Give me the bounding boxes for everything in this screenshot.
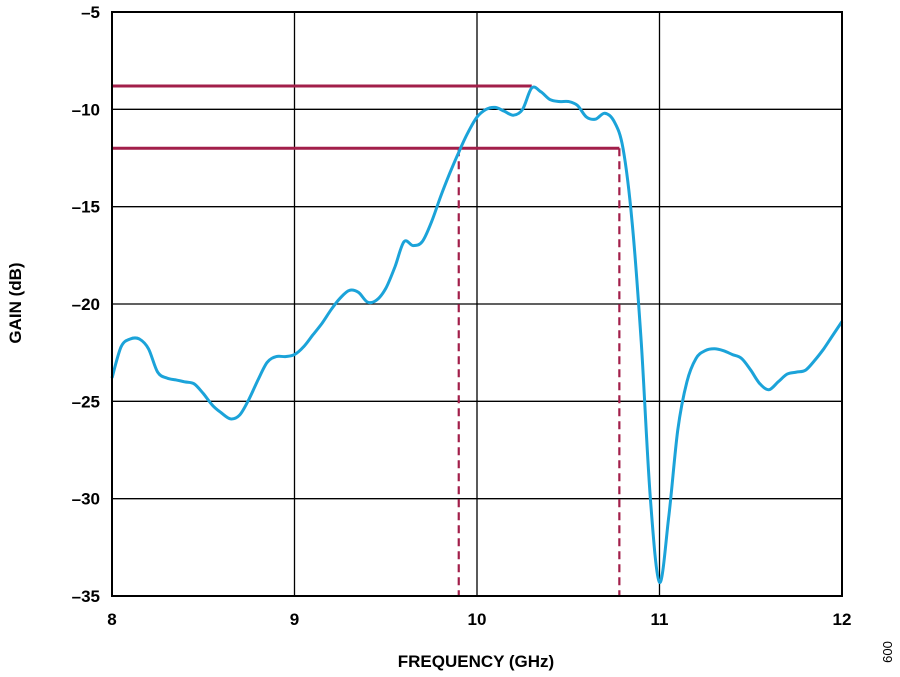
y-tick-label: –20	[72, 295, 100, 314]
y-axis-label: GAIN (dB)	[6, 262, 25, 343]
y-tick-labels: –5 –10 –15 –20 –25 –30 –35	[72, 3, 100, 606]
x-tick-label: 12	[833, 610, 852, 629]
figure-id: 009	[880, 641, 895, 663]
x-tick-labels: 8 9 10 11 12	[107, 610, 851, 629]
y-tick-label: –30	[72, 490, 100, 509]
y-tick-label: –15	[72, 198, 100, 217]
x-axis-label: FREQUENCY (GHz)	[398, 652, 554, 671]
y-tick-label: –5	[81, 3, 100, 22]
x-tick-label: 11	[651, 610, 669, 629]
series-layer	[110, 85, 844, 584]
y-tick-label: –25	[72, 392, 100, 411]
x-tick-label: 9	[290, 610, 299, 629]
y-tick-label: –35	[72, 587, 100, 606]
series-line-0	[110, 85, 844, 584]
grid-lines	[111, 11, 843, 597]
x-tick-label: 10	[468, 610, 487, 629]
x-tick-label: 8	[107, 610, 116, 629]
y-tick-label: –10	[72, 100, 100, 119]
marker-lines	[112, 84, 621, 596]
plot-frame	[111, 11, 843, 597]
